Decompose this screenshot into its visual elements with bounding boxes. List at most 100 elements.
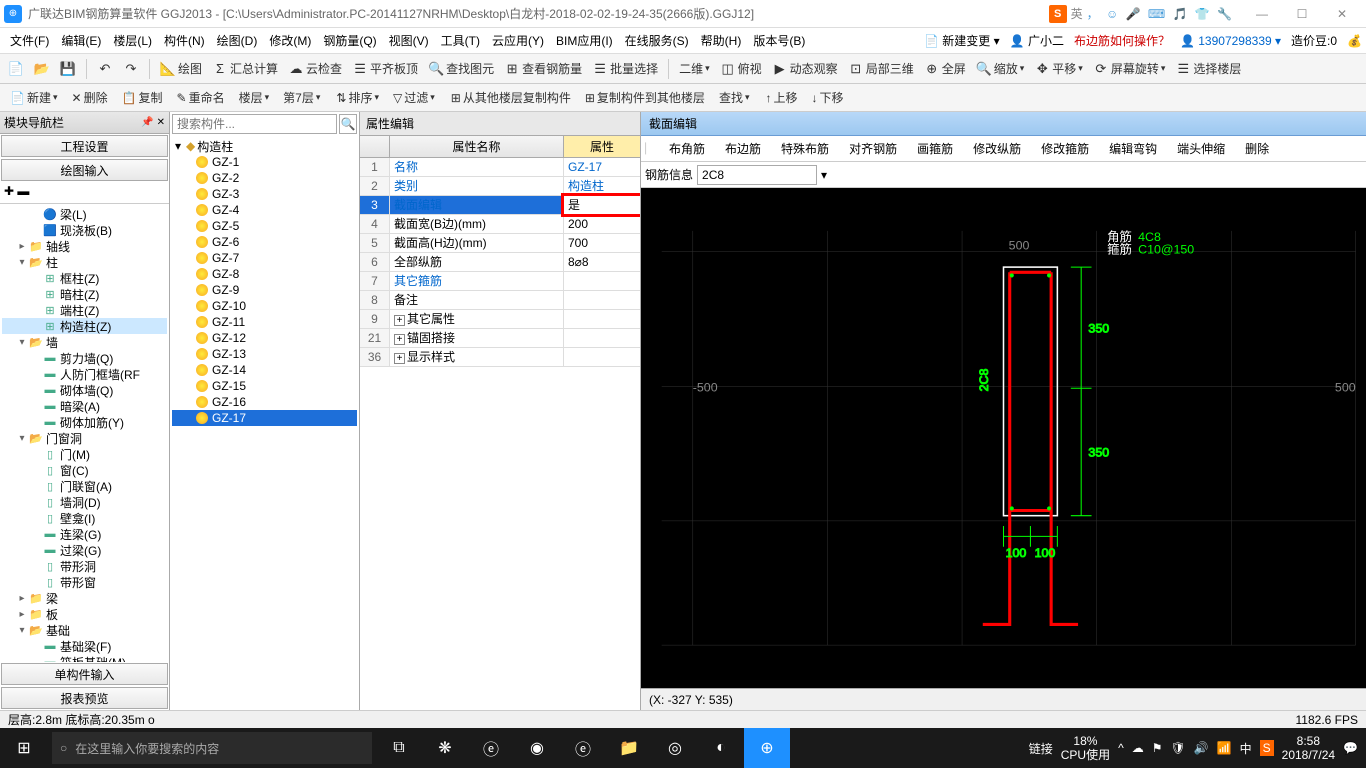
toolbar-button[interactable]: ☁云检查 (284, 58, 346, 79)
tree-item[interactable]: ▯带形窗 (2, 574, 167, 590)
tree-item[interactable]: ▬剪力墙(Q) (2, 350, 167, 366)
tree-item[interactable]: ▬砌体加筋(Y) (2, 414, 167, 430)
menu-item[interactable]: 钢筋量(Q) (317, 34, 382, 48)
section-tool[interactable]: 布边筋 (717, 138, 769, 159)
rebar-info-input[interactable] (697, 165, 817, 185)
tree-item[interactable]: 🔵梁(L) (2, 206, 167, 222)
account-label[interactable]: 👤 13907298339 ▾ (1180, 34, 1281, 48)
tree-item[interactable]: ▯带形洞 (2, 558, 167, 574)
property-row[interactable]: 1名称GZ-17 (360, 158, 640, 177)
section-tool[interactable]: 布角筋 (661, 138, 713, 159)
tree-item[interactable]: ▬人防门框墙(RF (2, 366, 167, 382)
tree-item[interactable]: ▯壁龛(I) (2, 510, 167, 526)
toolbar-button[interactable]: ⊡局部三维 (844, 58, 918, 79)
toolbar-button[interactable]: 查找 ▾ (713, 87, 756, 108)
section-tool[interactable]: 端头伸缩 (1169, 138, 1233, 159)
toolbar-button[interactable]: ⟳屏幕旋转 ▾ (1089, 58, 1170, 79)
tree-item[interactable]: ▸📁轴线 (2, 238, 167, 254)
toolbar-button[interactable]: ✎重命名 (171, 87, 231, 108)
toolbar-button[interactable]: 📋复制 (116, 87, 169, 108)
minimize-button[interactable]: — (1242, 2, 1282, 26)
list-item[interactable]: GZ-3 (172, 186, 357, 202)
tray-clock[interactable]: 8:582018/7/24 (1282, 734, 1335, 762)
toolbar-button[interactable]: 🔍查找图元 (424, 58, 498, 79)
tray-volume-icon[interactable]: 🔊 (1194, 741, 1209, 755)
list-item[interactable]: GZ-2 (172, 170, 357, 186)
tree-item[interactable]: ▬连梁(G) (2, 526, 167, 542)
list-item[interactable]: GZ-1 (172, 154, 357, 170)
toolbar-button[interactable]: ☰批量选择 (588, 58, 662, 79)
property-row[interactable]: 21+锚固搭接 (360, 329, 640, 348)
tray-net-icon[interactable]: 📶 (1217, 741, 1232, 755)
toolbar-button[interactable]: Σ汇总计算 (208, 58, 282, 79)
close-button[interactable]: ✕ (1322, 2, 1362, 26)
menu-item[interactable]: 帮助(H) (695, 34, 748, 48)
property-row[interactable]: 5截面高(H边)(mm)700 (360, 234, 640, 253)
list-item[interactable]: GZ-17 (172, 410, 357, 426)
property-row[interactable]: 9+其它属性 (360, 310, 640, 329)
section-tool[interactable]: 画箍筋 (909, 138, 961, 159)
tree-item[interactable]: ▯门(M) (2, 446, 167, 462)
toolbar-button[interactable]: 📐绘图 (156, 58, 206, 79)
tray-icon-2[interactable]: ⚑ (1152, 741, 1163, 755)
tray-ime[interactable]: 中 (1240, 740, 1252, 757)
menu-item[interactable]: BIM应用(I) (550, 34, 619, 48)
gz-list[interactable]: ▾◆构造柱GZ-1GZ-2GZ-3GZ-4GZ-5GZ-6GZ-7GZ-8GZ-… (170, 136, 359, 710)
search-input[interactable] (172, 114, 337, 134)
tree-item[interactable]: ▯墙洞(D) (2, 494, 167, 510)
list-item[interactable]: GZ-14 (172, 362, 357, 378)
menu-item[interactable]: 版本号(B) (747, 34, 811, 48)
section-canvas[interactable]: -500 500 500 350350 100100 2C8 (641, 188, 1366, 688)
tree-item[interactable]: 🟦现浇板(B) (2, 222, 167, 238)
menu-item[interactable]: 编辑(E) (55, 34, 107, 48)
tree-item[interactable]: ▬筏板基础(M) (2, 654, 167, 662)
tree-item[interactable]: ⊞端柱(Z) (2, 302, 167, 318)
app-icon-3[interactable]: ◎ (652, 728, 698, 768)
toolbar-button[interactable]: 楼层 ▾ (233, 87, 276, 108)
taskbar-search[interactable]: ○ 在这里输入你要搜索的内容 (52, 732, 372, 764)
toolbar-button[interactable]: ↶ (93, 59, 117, 79)
nav-tree[interactable]: 🔵梁(L)🟦现浇板(B)▸📁轴线▾📂柱⊞框柱(Z)⊞暗柱(Z)⊞端柱(Z)⊞构造… (0, 204, 169, 662)
tree-item[interactable]: ▾📂门窗洞 (2, 430, 167, 446)
new-change-button[interactable]: 📄 新建变更 ▾ (924, 32, 1000, 49)
ime-icon[interactable]: S (1049, 5, 1067, 23)
tree-item[interactable]: ⊞构造柱(Z) (2, 318, 167, 334)
menu-item[interactable]: 文件(F) (4, 34, 55, 48)
list-item[interactable]: GZ-7 (172, 250, 357, 266)
toolbar-button[interactable]: ↷ (119, 59, 143, 79)
tray-notif-icon[interactable]: 💬 (1343, 741, 1358, 755)
tree-item[interactable]: ▬基础梁(F) (2, 638, 167, 654)
menu-item[interactable]: 修改(M) (263, 34, 317, 48)
list-item[interactable]: GZ-13 (172, 346, 357, 362)
list-item[interactable]: GZ-12 (172, 330, 357, 346)
section-tool[interactable]: 对齐钢筋 (841, 138, 905, 159)
rebar-dropdown-icon[interactable]: ▾ (821, 168, 827, 182)
list-item[interactable]: GZ-9 (172, 282, 357, 298)
toolbar-button[interactable]: ✕删除 (66, 87, 114, 108)
start-button[interactable]: ⊞ (0, 728, 48, 768)
tree-item[interactable]: ▬过梁(G) (2, 542, 167, 558)
system-tray[interactable]: 链接 18%CPU使用 ^ ☁ ⚑ 🛡 🔊 📶 中 S 8:582018/7/2… (1021, 734, 1366, 762)
menu-item[interactable]: 工具(T) (435, 34, 486, 48)
section-tool[interactable]: 编辑弯钩 (1101, 138, 1165, 159)
tree-item[interactable]: ▸📁板 (2, 606, 167, 622)
property-row[interactable]: 8备注 (360, 291, 640, 310)
property-row[interactable]: 4截面宽(B边)(mm)200 (360, 215, 640, 234)
toolbar-button[interactable]: ⇅排序 ▾ (330, 87, 385, 108)
section-tool[interactable]: 修改箍筋 (1033, 138, 1097, 159)
list-item[interactable]: GZ-4 (172, 202, 357, 218)
tree-item[interactable]: ▾📂墙 (2, 334, 167, 350)
property-row[interactable]: 3截面编辑是 (360, 196, 640, 215)
list-item[interactable]: GZ-11 (172, 314, 357, 330)
toolbar-button[interactable]: 💾 (56, 59, 80, 79)
section-tool[interactable]: 修改纵筋 (965, 138, 1029, 159)
section-tool[interactable]: 特殊布筋 (773, 138, 837, 159)
toolbar-button[interactable]: ◫俯视 (716, 58, 766, 79)
list-root[interactable]: ▾◆构造柱 (172, 138, 357, 154)
toolbar-button[interactable]: ▽过滤 ▾ (387, 87, 441, 108)
toolbar-button[interactable]: ☰平齐板顶 (348, 58, 422, 79)
app-icon-5[interactable]: ⊕ (744, 728, 790, 768)
menu-item[interactable]: 绘图(D) (211, 34, 264, 48)
tree-item[interactable]: ▸📁梁 (2, 590, 167, 606)
list-item[interactable]: GZ-6 (172, 234, 357, 250)
